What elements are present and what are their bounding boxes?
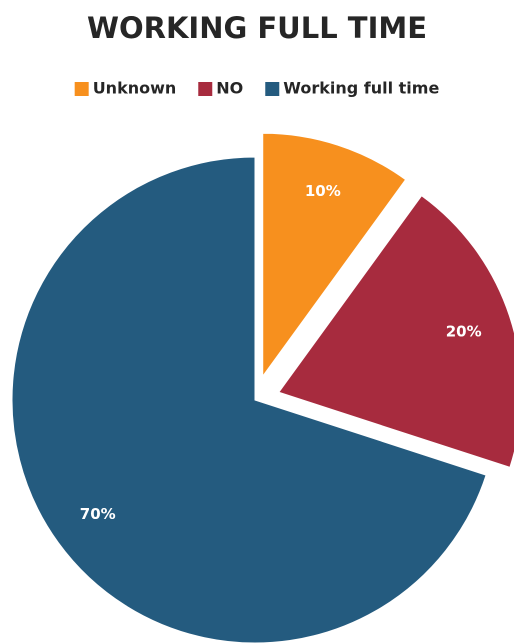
- data-label: 10%: [305, 182, 341, 200]
- pie-slice: [11, 156, 487, 644]
- legend-label: Working full time: [283, 79, 439, 98]
- legend: Unknown NO Working full time: [74, 79, 439, 98]
- pie-slice: [262, 132, 407, 378]
- legend-label: NO: [216, 79, 243, 98]
- legend-swatch: [198, 82, 213, 96]
- data-label: 70%: [80, 505, 116, 523]
- pie-slice: [277, 194, 514, 468]
- chart-title: WORKING FULL TIME: [87, 11, 427, 45]
- pie: 10% 20% 70%: [11, 132, 514, 644]
- data-label: 20%: [446, 323, 482, 341]
- legend-swatch: [265, 82, 280, 96]
- legend-swatch: [74, 82, 89, 96]
- legend-label: Unknown: [93, 79, 177, 98]
